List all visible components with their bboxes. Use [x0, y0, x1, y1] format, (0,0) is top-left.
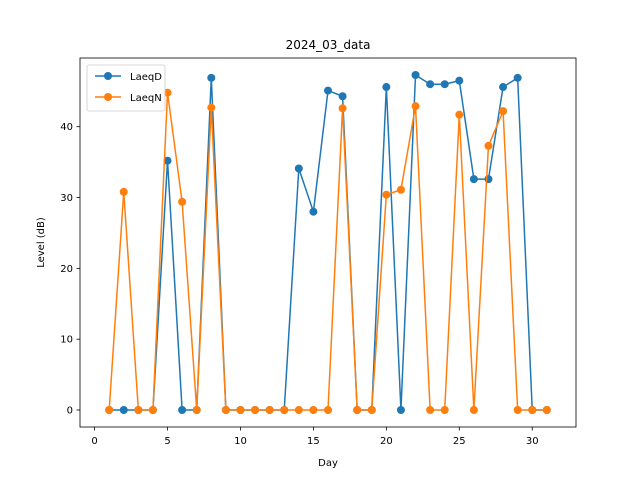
data-point-laeqd [163, 156, 172, 165]
data-point-laeqn [134, 406, 143, 414]
data-point-laeqn [353, 406, 362, 414]
data-point-laeqn [280, 406, 289, 414]
data-point-laeqn [382, 190, 391, 199]
data-point-laeqn [396, 185, 405, 194]
data-point-laeqn [528, 406, 537, 414]
data-point-laeqd [207, 73, 216, 82]
data-point-laeqd [411, 71, 420, 79]
data-point-laeqd [440, 80, 449, 89]
data-point-laeqd [178, 406, 187, 414]
data-point-laeqn [178, 197, 187, 206]
y-tick-label: 20 [60, 264, 73, 275]
y-axis-label: Level (dB) [36, 217, 47, 268]
data-point-laeqn [499, 107, 508, 116]
plot-frame [79, 57, 577, 428]
legend-label-laeqd: LaeqD [130, 72, 162, 83]
data-point-laeqd [119, 406, 128, 414]
data-point-laeqn [411, 102, 420, 111]
data-point-laeqd [426, 80, 435, 89]
y-tick-label: 0 [67, 406, 73, 417]
data-point-laeqn [484, 141, 493, 150]
legend-marker-laeqn [104, 93, 112, 101]
x-axis-ticks: 0 5 10 15 20 25 30 [91, 427, 539, 447]
data-point-laeqn [236, 406, 245, 414]
data-point-laeqd [309, 207, 318, 216]
data-point-laeqd [499, 83, 508, 92]
data-point-laeqn [513, 406, 522, 414]
x-tick-label: 5 [164, 436, 170, 447]
data-point-laeqn [163, 88, 172, 97]
data-point-laeqd [469, 175, 478, 184]
data-point-laeqn [251, 406, 260, 414]
y-tick-label: 40 [60, 122, 73, 133]
data-point-laeqn [221, 406, 230, 414]
data-point-laeqn [105, 406, 114, 414]
data-point-laeqn [367, 406, 376, 414]
x-axis-label: Day [318, 458, 338, 469]
data-point-laeqd [324, 86, 332, 95]
y-tick-label: 30 [60, 193, 73, 204]
x-tick-label: 30 [526, 436, 539, 447]
data-point-laeqd [294, 164, 303, 173]
data-point-laeqn [542, 406, 551, 414]
data-point-laeqn [426, 406, 435, 414]
data-point-laeqd [513, 73, 522, 82]
data-point-laeqn [192, 406, 201, 414]
x-tick-label: 15 [307, 436, 320, 447]
data-point-laeqn [469, 406, 478, 414]
y-tick-label: 10 [60, 335, 73, 346]
legend-label-laeqn: LaeqN [130, 93, 162, 104]
legend-marker-laeqd [104, 72, 112, 80]
data-point-laeqd [396, 406, 405, 414]
data-point-laeqd [455, 76, 464, 85]
series-layer [105, 71, 551, 414]
legend: LaeqD LaeqN [86, 64, 166, 112]
data-point-laeqd [484, 175, 493, 184]
data-point-laeqn [119, 187, 128, 196]
data-point-laeqn [440, 406, 449, 414]
data-point-laeqn [294, 406, 303, 414]
data-point-laeqn [148, 406, 157, 414]
x-tick-label: 0 [91, 436, 97, 447]
y-axis-ticks: 0 10 20 30 40 [60, 122, 80, 417]
data-point-laeqn [324, 406, 332, 414]
data-point-laeqn [207, 103, 216, 112]
x-tick-label: 25 [453, 436, 466, 447]
x-tick-label: 20 [380, 436, 393, 447]
chart-title: 2024_03_data [286, 38, 371, 52]
data-point-laeqd [338, 92, 347, 101]
x-tick-label: 10 [234, 436, 247, 447]
data-point-laeqn [455, 110, 464, 119]
data-point-laeqn [309, 406, 318, 414]
data-point-laeqn [265, 406, 274, 414]
data-point-laeqn [338, 104, 347, 113]
data-point-laeqd [382, 83, 391, 92]
